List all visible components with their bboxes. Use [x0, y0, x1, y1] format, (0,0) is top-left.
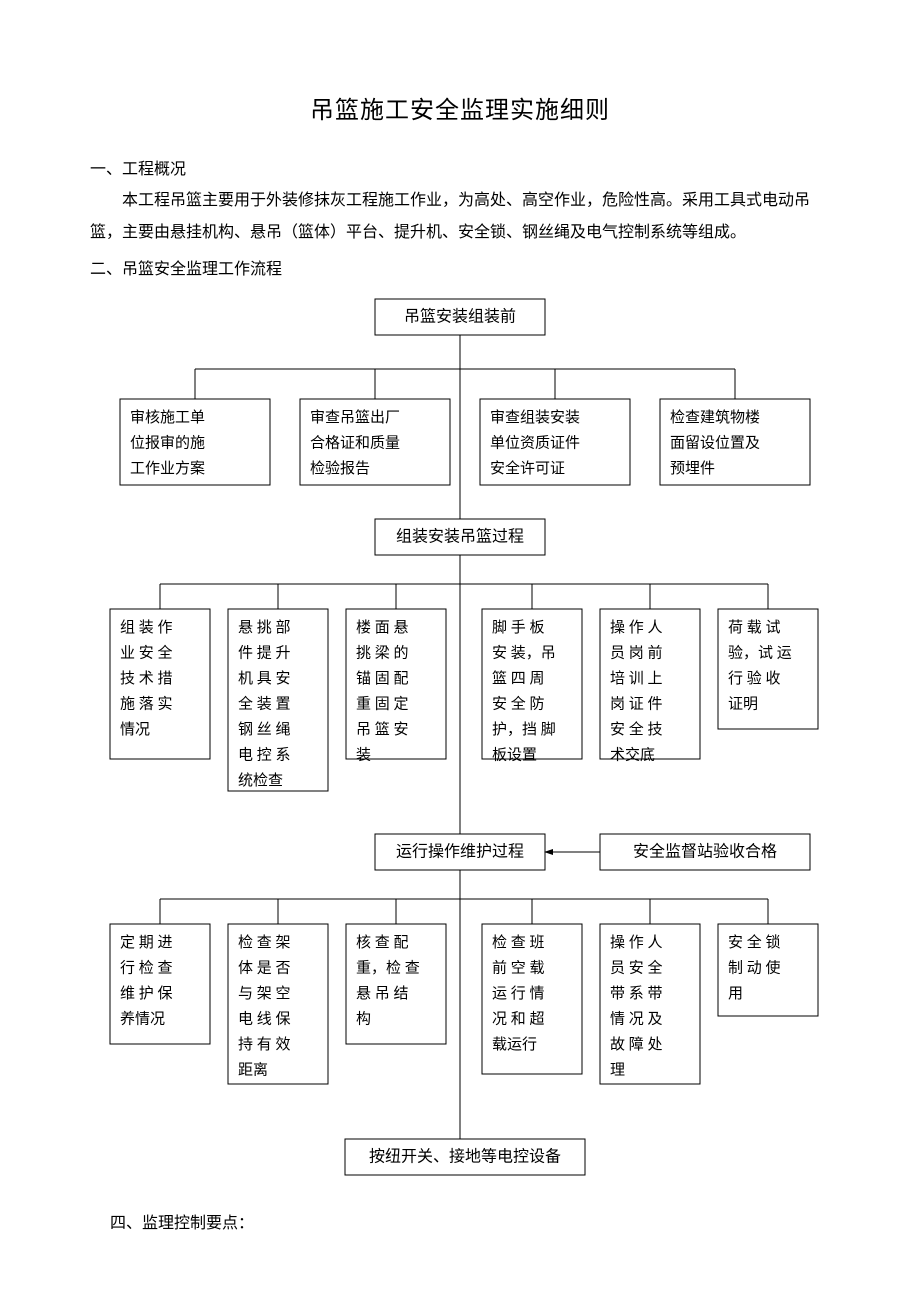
- svg-text:前 空 载: 前 空 载: [492, 960, 545, 977]
- page-title: 吊篮施工安全监理实施细则: [90, 90, 830, 125]
- svg-text:篮 四 周: 篮 四 周: [492, 669, 545, 687]
- svg-text:悬 吊 结: 悬 吊 结: [356, 985, 409, 1002]
- svg-text:合格证和质量: 合格证和质量: [310, 435, 400, 452]
- svg-text:检 查 架: 检 查 架: [238, 934, 291, 951]
- svg-text:审查组装安装: 审查组装安装: [490, 409, 580, 426]
- section-1-heading: 一、工程概况: [90, 155, 830, 179]
- svg-text:情 况 及: 情 况 及: [610, 1011, 663, 1028]
- svg-text:安 全 技: 安 全 技: [610, 720, 663, 738]
- svg-text:安 全 锁: 安 全 锁: [728, 933, 781, 951]
- svg-text:操 作 人: 操 作 人: [610, 934, 663, 951]
- svg-text:重 固 定: 重 固 定: [356, 696, 409, 713]
- svg-text:构: 构: [356, 1011, 371, 1028]
- svg-text:行 检 查: 行 检 查: [120, 960, 173, 977]
- svg-text:吊 篮 安: 吊 篮 安: [356, 720, 409, 738]
- svg-text:验，试 运: 验，试 运: [728, 645, 792, 662]
- svg-text:操 作 人: 操 作 人: [610, 619, 663, 636]
- svg-text:培 训 上: 培 训 上: [610, 670, 663, 687]
- flowchart: 吊篮安装组装前审核施工单位报审的施工作业方案 审查吊篮出厂合格证和质量检验报告 审查…: [90, 289, 830, 1189]
- svg-text:定 期 进: 定 期 进: [120, 934, 173, 951]
- section-1-paragraph: 本工程吊篮主要用于外装修抹灰工程施工作业，为高处、高空作业，危险性高。采用工具式…: [90, 185, 830, 249]
- section-2-heading: 二、吊篮安全监理工作流程: [90, 255, 830, 279]
- svg-text:养情况: 养情况: [120, 1011, 165, 1028]
- svg-text:施 落 实: 施 落 实: [120, 696, 173, 713]
- svg-text:审核施工单: 审核施工单: [130, 409, 205, 426]
- svg-text:距离: 距离: [238, 1062, 268, 1079]
- svg-text:钢 丝 绳: 钢 丝 绳: [238, 721, 291, 738]
- svg-text:故 障 处: 故 障 处: [610, 1035, 663, 1053]
- svg-text:吊篮安装组装前: 吊篮安装组装前: [404, 308, 516, 326]
- svg-text:维 护 保: 维 护 保: [120, 985, 173, 1002]
- svg-text:装: 装: [356, 747, 371, 764]
- svg-text:载运行: 载运行: [492, 1036, 537, 1053]
- svg-text:组装安装吊篮过程: 组装安装吊篮过程: [396, 528, 524, 546]
- svg-text:统检查: 统检查: [238, 772, 283, 789]
- svg-text:况 和 超: 况 和 超: [492, 1011, 545, 1028]
- section-4-heading: 四、监理控制要点：: [110, 1209, 830, 1233]
- svg-text:与 架 空: 与 架 空: [238, 985, 291, 1002]
- svg-text:岗 证 件: 岗 证 件: [610, 696, 663, 713]
- svg-text:单位资质证件: 单位资质证件: [490, 435, 580, 452]
- svg-text:制 动 使: 制 动 使: [728, 960, 781, 977]
- svg-text:行 验 收: 行 验 收: [728, 670, 781, 687]
- svg-text:技 术 措: 技 术 措: [120, 670, 173, 687]
- svg-text:安全监督站验收合格: 安全监督站验收合格: [633, 843, 777, 861]
- svg-text:用: 用: [728, 986, 743, 1002]
- svg-text:预埋件: 预埋件: [670, 460, 715, 477]
- svg-text:运行操作维护过程: 运行操作维护过程: [396, 843, 524, 861]
- svg-text:悬 挑 部: 悬 挑 部: [238, 619, 291, 636]
- svg-text:员 岗 前: 员 岗 前: [610, 645, 663, 662]
- svg-text:锚 固 配: 锚 固 配: [356, 670, 409, 687]
- svg-text:楼 面 悬: 楼 面 悬: [356, 619, 409, 636]
- svg-text:运 行 情: 运 行 情: [492, 985, 545, 1002]
- svg-text:荷 载 试: 荷 载 试: [728, 619, 781, 636]
- svg-text:安全许可证: 安全许可证: [490, 459, 565, 477]
- svg-text:检查建筑物楼: 检查建筑物楼: [670, 409, 760, 426]
- svg-text:带 系 带: 带 系 带: [610, 985, 663, 1002]
- svg-text:位报审的施: 位报审的施: [130, 435, 205, 452]
- svg-text:员 安 全: 员 安 全: [610, 959, 663, 977]
- svg-text:核 查 配: 核 查 配: [356, 934, 409, 951]
- svg-text:脚 手 板: 脚 手 板: [492, 618, 545, 636]
- svg-text:体 是 否: 体 是 否: [238, 960, 291, 977]
- svg-text:审查吊篮出厂: 审查吊篮出厂: [310, 408, 400, 426]
- svg-text:全 装 置: 全 装 置: [238, 695, 291, 713]
- svg-text:业 安 全: 业 安 全: [120, 644, 173, 662]
- svg-text:板设置: 板设置: [492, 746, 537, 764]
- document-page: 吊篮施工安全监理实施细则 一、工程概况 本工程吊篮主要用于外装修抹灰工程施工作业…: [0, 0, 920, 1273]
- svg-text:重，检 查: 重，检 查: [356, 960, 420, 977]
- svg-text:检验报告: 检验报告: [310, 460, 370, 477]
- svg-text:理: 理: [610, 1063, 625, 1079]
- svg-text:情况: 情况: [120, 721, 150, 738]
- svg-text:检 查 班: 检 查 班: [492, 934, 545, 951]
- svg-text:机 具 安: 机 具 安: [238, 670, 291, 687]
- svg-text:挑 梁 的: 挑 梁 的: [356, 645, 409, 662]
- svg-text:证明: 证明: [728, 696, 758, 713]
- svg-text:持 有 效: 持 有 效: [238, 1036, 291, 1053]
- svg-text:件 提 升: 件 提 升: [238, 645, 291, 662]
- svg-text:电 线 保: 电 线 保: [238, 1011, 291, 1028]
- svg-text:安 全 防: 安 全 防: [492, 695, 545, 713]
- svg-text:术交底: 术交底: [610, 746, 655, 764]
- svg-text:组 装 作: 组 装 作: [120, 619, 173, 636]
- svg-text:面留设位置及: 面留设位置及: [670, 435, 760, 452]
- svg-text:按纽开关、接地等电控设备: 按纽开关、接地等电控设备: [369, 1148, 561, 1166]
- svg-text:护，挡 脚: 护，挡 脚: [492, 721, 556, 738]
- svg-text:电 控 系: 电 控 系: [238, 747, 291, 764]
- svg-text:安 装，吊: 安 装，吊: [492, 645, 556, 662]
- svg-text:工作业方案: 工作业方案: [130, 459, 205, 477]
